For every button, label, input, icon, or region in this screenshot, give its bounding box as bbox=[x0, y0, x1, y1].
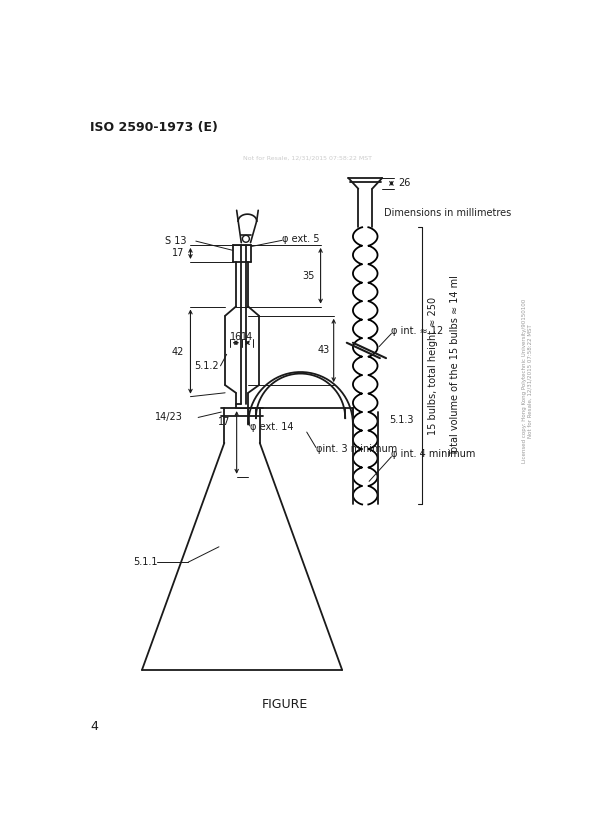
Text: φint. 3 minimum: φint. 3 minimum bbox=[316, 444, 397, 454]
Text: Licensed copy: Hong Kong Polytechnic University/90150100
Not for Resale, 12/31/2: Licensed copy: Hong Kong Polytechnic Uni… bbox=[521, 299, 532, 463]
Text: 14: 14 bbox=[241, 331, 254, 342]
Text: 5.1.2: 5.1.2 bbox=[194, 361, 219, 371]
Text: Not for Resale, 12/31/2015 07:58:22 MST: Not for Resale, 12/31/2015 07:58:22 MST bbox=[243, 155, 372, 160]
Text: 5.1.1: 5.1.1 bbox=[133, 557, 157, 567]
Text: 17: 17 bbox=[172, 249, 184, 258]
Text: 42: 42 bbox=[172, 347, 184, 357]
Text: 43: 43 bbox=[317, 346, 330, 356]
Text: Dimensions in millimetres: Dimensions in millimetres bbox=[385, 209, 512, 219]
Text: φ int. ≈ 12: φ int. ≈ 12 bbox=[391, 326, 443, 337]
Text: 5.1.3: 5.1.3 bbox=[389, 415, 413, 425]
Text: φ ext. 5: φ ext. 5 bbox=[282, 234, 320, 244]
Text: 14/23: 14/23 bbox=[155, 412, 183, 423]
Text: 16: 16 bbox=[230, 331, 242, 342]
Text: φ ext. 14: φ ext. 14 bbox=[250, 423, 293, 433]
Text: FIGURE: FIGURE bbox=[261, 698, 308, 711]
Text: S 13: S 13 bbox=[165, 236, 187, 246]
Text: 4: 4 bbox=[91, 720, 98, 732]
Text: Total volume of the 15 bulbs ≈ 14 ml: Total volume of the 15 bulbs ≈ 14 ml bbox=[449, 276, 460, 456]
Text: 35: 35 bbox=[302, 271, 314, 281]
Text: 26: 26 bbox=[398, 179, 411, 189]
Text: φ int. 4 minimum: φ int. 4 minimum bbox=[391, 449, 476, 459]
Text: ISO 2590-1973 (E): ISO 2590-1973 (E) bbox=[91, 120, 218, 134]
Text: 15 bulbs, total height ≈ 250: 15 bulbs, total height ≈ 250 bbox=[428, 296, 438, 435]
Text: 17: 17 bbox=[218, 417, 230, 427]
